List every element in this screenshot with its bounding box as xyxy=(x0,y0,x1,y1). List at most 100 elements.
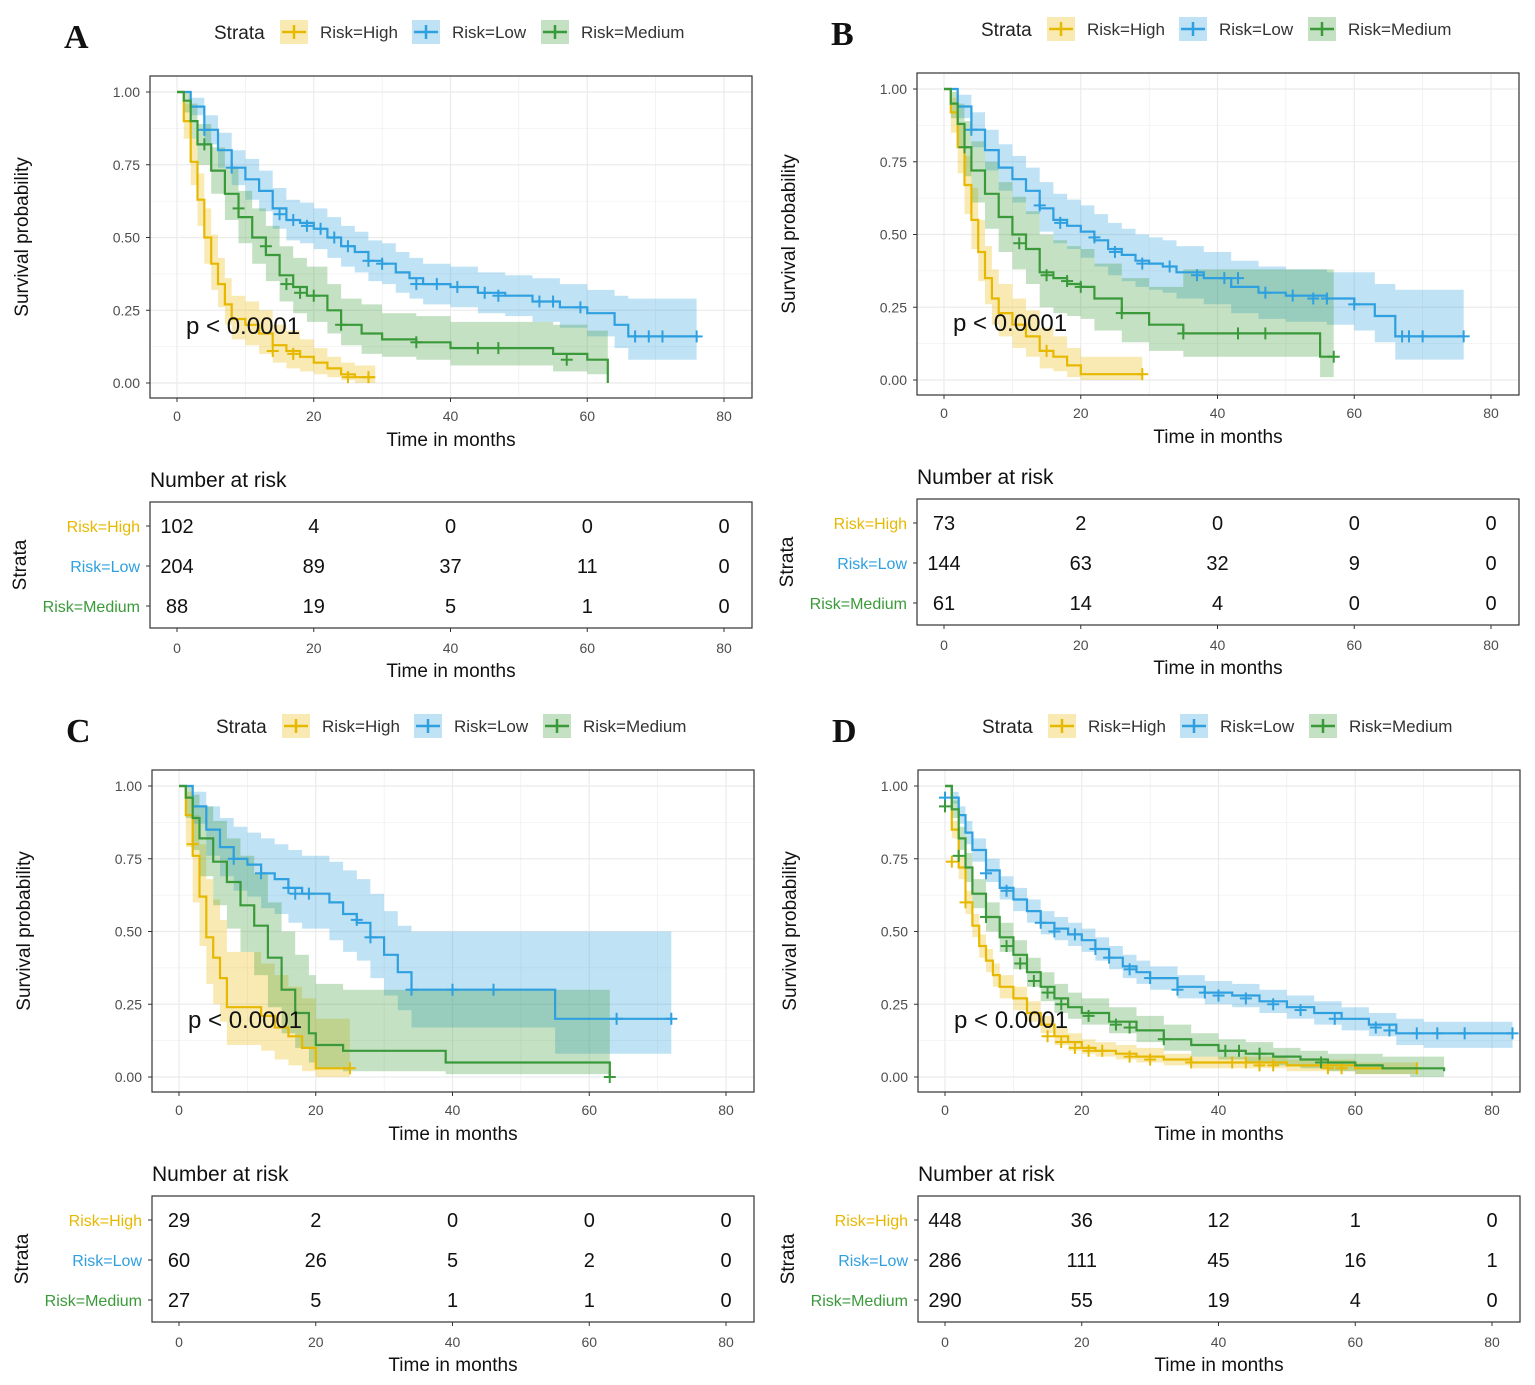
risk-count: 14 xyxy=(1070,593,1092,615)
ci-band-low xyxy=(179,786,672,1054)
y-tick-label: 0.75 xyxy=(880,154,907,170)
risk-count: 0 xyxy=(1486,1210,1497,1232)
panel-letter: B xyxy=(831,16,854,53)
x-tick-label: 20 xyxy=(306,408,322,424)
x-tick-label: 0 xyxy=(940,405,948,421)
y-tick-label: 0.25 xyxy=(881,996,908,1012)
censor-marks-high xyxy=(186,838,356,1075)
risk-x-tick-label: 40 xyxy=(443,640,459,656)
risk-count: 5 xyxy=(310,1290,321,1312)
risk-count: 286 xyxy=(928,1250,961,1272)
risk-count: 2 xyxy=(310,1210,321,1232)
x-tick-label: 40 xyxy=(445,1102,461,1118)
risk-table-title: Number at risk xyxy=(152,1163,289,1186)
y-tick-label: 0.50 xyxy=(113,230,140,246)
y-tick-label: 0.50 xyxy=(881,924,908,940)
risk-count: 0 xyxy=(1349,593,1360,615)
x-tick-label: 60 xyxy=(579,408,595,424)
legend: Strata Risk=High Risk=Low Risk=Medium xyxy=(216,714,686,738)
risk-x-tick-label: 20 xyxy=(1074,1334,1090,1350)
risk-count: 61 xyxy=(933,593,955,615)
risk-count: 4 xyxy=(1350,1290,1361,1312)
y-tick-label: 1.00 xyxy=(880,81,907,97)
censor-marks-low xyxy=(939,791,1519,1040)
censor-marks-low xyxy=(198,123,703,343)
panel-b: B Strata Risk=High Risk=Low Risk=Medium p < 0… xyxy=(777,16,1520,679)
risk-x-tick-label: 60 xyxy=(579,640,595,656)
survival-curve-medium xyxy=(177,90,609,383)
p-value: p < 0.0001 xyxy=(953,310,1067,337)
x-tick-label: 20 xyxy=(1074,1102,1090,1118)
panel-letter: C xyxy=(66,713,91,750)
risk-row-label: Risk=Medium xyxy=(43,599,140,616)
y-tick-label: 0.25 xyxy=(115,996,142,1012)
risk-count: 111 xyxy=(1067,1250,1097,1272)
y-tick-label: 1.00 xyxy=(881,778,908,794)
risk-count: 102 xyxy=(160,516,193,538)
risk-x-tick-label: 20 xyxy=(306,640,322,656)
risk-count: 5 xyxy=(447,1250,458,1272)
x-tick-label: 60 xyxy=(581,1102,597,1118)
risk-count: 0 xyxy=(720,1290,731,1312)
risk-count: 27 xyxy=(168,1290,190,1312)
y-tick-label: 0.75 xyxy=(881,851,908,867)
risk-x-tick-label: 80 xyxy=(718,1334,734,1350)
y-tick-label: 0.00 xyxy=(115,1069,142,1085)
risk-count: 1 xyxy=(584,1290,595,1312)
x-tick-label: 80 xyxy=(718,1102,734,1118)
x-tick-label: 40 xyxy=(1210,405,1226,421)
risk-count: 2 xyxy=(584,1250,595,1272)
risk-y-axis-title: Strata xyxy=(10,539,31,590)
gridlines xyxy=(918,770,1520,1092)
x-tick-label: 0 xyxy=(941,1102,949,1118)
risk-x-tick-label: 0 xyxy=(940,637,948,653)
y-tick-label: 1.00 xyxy=(113,84,140,100)
risk-table-border xyxy=(149,501,753,629)
x-tick-label: 80 xyxy=(1484,1102,1500,1118)
legend-item-label: Risk=High xyxy=(320,23,398,42)
legend-item-label: Risk=Medium xyxy=(1349,717,1452,736)
y-tick-label: 0.00 xyxy=(880,372,907,388)
risk-count: 0 xyxy=(720,1250,731,1272)
risk-count: 1 xyxy=(1350,1210,1361,1232)
survival-curve-medium xyxy=(179,784,611,1077)
legend: Strata Risk=High Risk=Low Risk=Medium xyxy=(981,17,1451,41)
risk-count: 0 xyxy=(1212,513,1223,535)
gridlines xyxy=(152,770,754,1092)
risk-count: 4 xyxy=(1212,593,1223,615)
risk-row-label: Risk=High xyxy=(834,516,907,533)
risk-table-border xyxy=(917,1195,1521,1323)
ci-band-low xyxy=(945,786,1513,1048)
risk-count: 2 xyxy=(1075,513,1086,535)
risk-x-tick-label: 60 xyxy=(1346,637,1362,653)
censor-marks-low xyxy=(965,123,1470,343)
survival-curve-low xyxy=(177,90,697,338)
risk-x-tick-label: 0 xyxy=(941,1334,949,1350)
risk-x-axis-title: Time in months xyxy=(388,1355,517,1376)
p-value: p < 0.0001 xyxy=(186,313,300,340)
risk-count: 0 xyxy=(1486,1290,1497,1312)
x-tick-label: 20 xyxy=(1073,405,1089,421)
survival-curve-low xyxy=(944,87,1464,338)
risk-row-label: Risk=Medium xyxy=(811,1293,908,1310)
risk-count: 1 xyxy=(1486,1250,1497,1272)
risk-row-label: Risk=Medium xyxy=(45,1293,142,1310)
x-tick-label: 40 xyxy=(1211,1102,1227,1118)
risk-count: 55 xyxy=(1071,1290,1093,1312)
ci-band-high xyxy=(944,89,1143,380)
panel-d: D Strata Risk=High Risk=Low Risk=Medium p < 0… xyxy=(778,713,1521,1376)
risk-y-axis-title: Strata xyxy=(778,1233,799,1284)
y-axis-title: Survival probability xyxy=(780,851,801,1011)
risk-count: 36 xyxy=(1071,1210,1093,1232)
risk-x-tick-label: 60 xyxy=(1347,1334,1363,1350)
risk-count: 5 xyxy=(445,596,456,618)
legend-item-label: Risk=High xyxy=(1087,20,1165,39)
x-tick-label: 0 xyxy=(173,408,181,424)
y-axis-title: Survival probability xyxy=(12,157,33,317)
x-tick-label: 40 xyxy=(443,408,459,424)
risk-count: 0 xyxy=(582,516,593,538)
x-axis-title: Time in months xyxy=(386,430,515,451)
risk-count: 0 xyxy=(718,556,729,578)
